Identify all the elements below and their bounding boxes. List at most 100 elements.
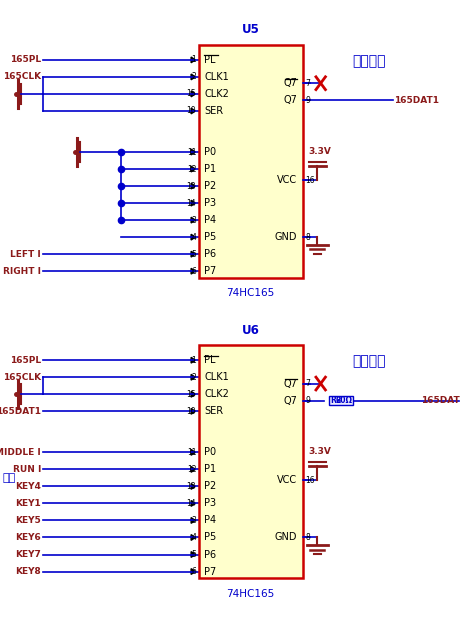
Text: P3: P3: [204, 498, 217, 509]
Text: CLK1: CLK1: [204, 373, 229, 382]
Text: U5: U5: [242, 24, 260, 36]
Text: 165DAT: 165DAT: [421, 396, 460, 405]
Text: P7: P7: [204, 266, 217, 276]
Text: P4: P4: [204, 215, 217, 225]
Text: KEY1: KEY1: [16, 499, 41, 508]
Text: RIGHT I: RIGHT I: [3, 266, 41, 275]
Text: 3: 3: [192, 215, 196, 225]
Polygon shape: [191, 518, 195, 523]
Polygon shape: [191, 166, 195, 172]
Text: CLK2: CLK2: [204, 389, 229, 399]
Text: 10: 10: [187, 107, 196, 116]
Text: 74HC165: 74HC165: [227, 288, 275, 298]
Text: P4: P4: [204, 516, 217, 525]
Text: 11: 11: [187, 148, 196, 157]
Polygon shape: [191, 74, 195, 80]
Text: P2: P2: [204, 481, 217, 491]
Text: 1: 1: [192, 356, 196, 365]
Polygon shape: [191, 251, 195, 257]
Text: SER: SER: [204, 106, 223, 116]
Text: P6: P6: [204, 249, 217, 259]
Text: 7: 7: [306, 79, 310, 88]
Polygon shape: [191, 183, 195, 189]
Polygon shape: [191, 108, 195, 114]
Text: 2: 2: [192, 72, 196, 81]
Text: 6: 6: [192, 266, 196, 275]
Text: KEY6: KEY6: [16, 533, 41, 542]
Text: 11: 11: [187, 448, 196, 457]
Polygon shape: [191, 57, 195, 63]
Text: 输入端口: 输入端口: [352, 54, 385, 68]
Text: 12: 12: [187, 165, 196, 174]
Text: 9: 9: [306, 96, 310, 105]
Text: VCC: VCC: [277, 175, 297, 185]
Polygon shape: [191, 392, 195, 397]
Text: P2: P2: [204, 181, 217, 191]
Text: GND: GND: [274, 532, 297, 543]
Polygon shape: [191, 535, 195, 541]
Text: 输出: 输出: [2, 473, 16, 483]
Text: P0: P0: [204, 147, 217, 157]
Text: 9: 9: [306, 396, 310, 405]
Text: 165DAT1: 165DAT1: [0, 407, 41, 416]
Text: 165PL: 165PL: [10, 356, 41, 365]
Text: RUN I: RUN I: [13, 465, 41, 474]
Polygon shape: [191, 408, 195, 414]
Text: 74HC165: 74HC165: [227, 589, 275, 599]
Text: 13: 13: [187, 181, 196, 190]
Text: PL: PL: [204, 55, 216, 65]
Text: 3: 3: [192, 516, 196, 525]
Text: 12: 12: [187, 465, 196, 474]
Text: 20Ω: 20Ω: [335, 396, 352, 405]
Text: 16: 16: [306, 476, 315, 485]
Text: Q7: Q7: [283, 396, 297, 406]
Text: 165DAT1: 165DAT1: [394, 96, 438, 105]
Text: 13: 13: [187, 482, 196, 491]
Polygon shape: [191, 374, 195, 380]
Text: 165CLK: 165CLK: [3, 72, 41, 81]
Text: CLK1: CLK1: [204, 72, 229, 82]
Text: 15: 15: [187, 390, 196, 399]
Polygon shape: [191, 449, 195, 455]
Polygon shape: [191, 268, 195, 274]
Polygon shape: [191, 466, 195, 472]
Text: 14: 14: [187, 199, 196, 208]
Text: P7: P7: [204, 567, 217, 576]
Polygon shape: [191, 484, 195, 489]
Text: Q7: Q7: [283, 78, 297, 88]
Text: 5: 5: [192, 250, 196, 259]
Text: 6: 6: [192, 567, 196, 576]
Text: 输入端口: 输入端口: [352, 355, 385, 369]
Text: P6: P6: [204, 550, 217, 560]
Text: 15: 15: [187, 89, 196, 98]
Text: VCC: VCC: [277, 475, 297, 486]
Text: U6: U6: [242, 324, 260, 337]
Polygon shape: [191, 200, 195, 206]
Text: 165CLK: 165CLK: [3, 373, 41, 381]
Text: KEY5: KEY5: [16, 516, 41, 525]
Text: 14: 14: [187, 499, 196, 508]
Text: 8: 8: [306, 533, 310, 542]
Polygon shape: [191, 91, 195, 97]
Text: KEY8: KEY8: [16, 567, 41, 576]
Text: LEFT I: LEFT I: [10, 250, 41, 259]
Text: P0: P0: [204, 447, 217, 458]
Polygon shape: [191, 217, 195, 223]
Text: 8: 8: [306, 233, 310, 242]
Text: KEY4: KEY4: [15, 482, 41, 491]
Polygon shape: [191, 235, 195, 240]
Text: 2: 2: [192, 373, 196, 381]
Text: KEY7: KEY7: [15, 550, 41, 559]
Text: 16: 16: [306, 176, 315, 185]
Text: 3.3V: 3.3V: [308, 147, 331, 156]
Bar: [199, 45, 303, 278]
Text: R6: R6: [330, 396, 342, 405]
Polygon shape: [191, 149, 195, 155]
Polygon shape: [191, 569, 195, 574]
Text: PL: PL: [204, 355, 216, 366]
Text: P1: P1: [204, 164, 217, 174]
Polygon shape: [191, 357, 195, 363]
Text: CLK2: CLK2: [204, 89, 229, 99]
Text: 4: 4: [192, 233, 196, 242]
Text: P1: P1: [204, 465, 217, 474]
